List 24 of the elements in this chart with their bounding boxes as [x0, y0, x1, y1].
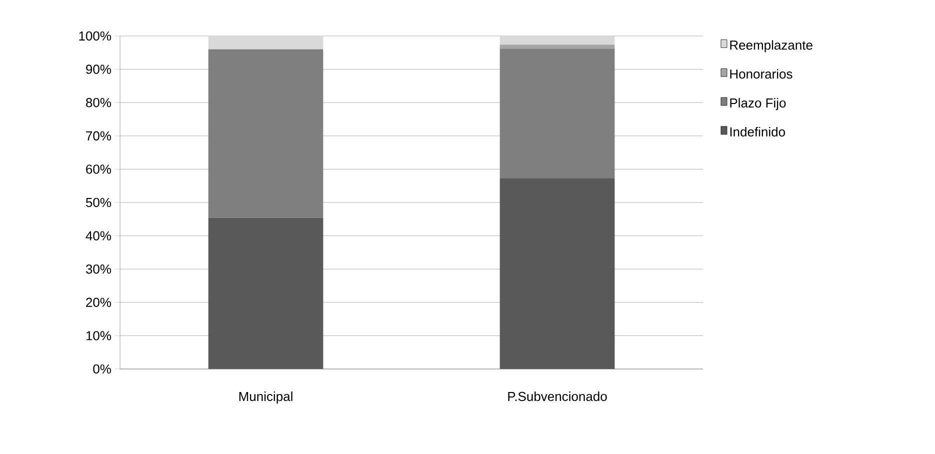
- bar: [208, 36, 324, 50]
- y-tick-label: 60%: [86, 164, 112, 174]
- bar: [208, 218, 324, 369]
- y-tick-label: 30%: [86, 264, 112, 274]
- y-tick-label: 40%: [86, 231, 112, 240]
- legend-label: Plazo Fijo: [730, 98, 786, 110]
- bar: [500, 44, 615, 49]
- x-tick-label: P.Subvencionado: [508, 392, 607, 402]
- y-tick-label: 0%: [93, 364, 112, 374]
- y-tick-label: 20%: [86, 298, 112, 307]
- x-tick-label: Municipal: [239, 392, 292, 404]
- bar: [500, 48, 615, 178]
- bar: [208, 49, 324, 218]
- y-tick-label: 80%: [86, 98, 112, 108]
- y-tick-label: 50%: [86, 198, 112, 208]
- y-tick-label: 100%: [79, 31, 112, 41]
- y-tick-label: 10%: [86, 331, 112, 340]
- y-tick-label: 70%: [86, 131, 112, 140]
- bar: [500, 36, 615, 45]
- legend-label: Honorarios: [730, 69, 792, 79]
- legend-label: Reemplazante: [730, 40, 812, 52]
- bar: [500, 178, 615, 369]
- legend-label: Indefinido: [730, 126, 785, 136]
- y-tick-label: 90%: [86, 64, 112, 74]
